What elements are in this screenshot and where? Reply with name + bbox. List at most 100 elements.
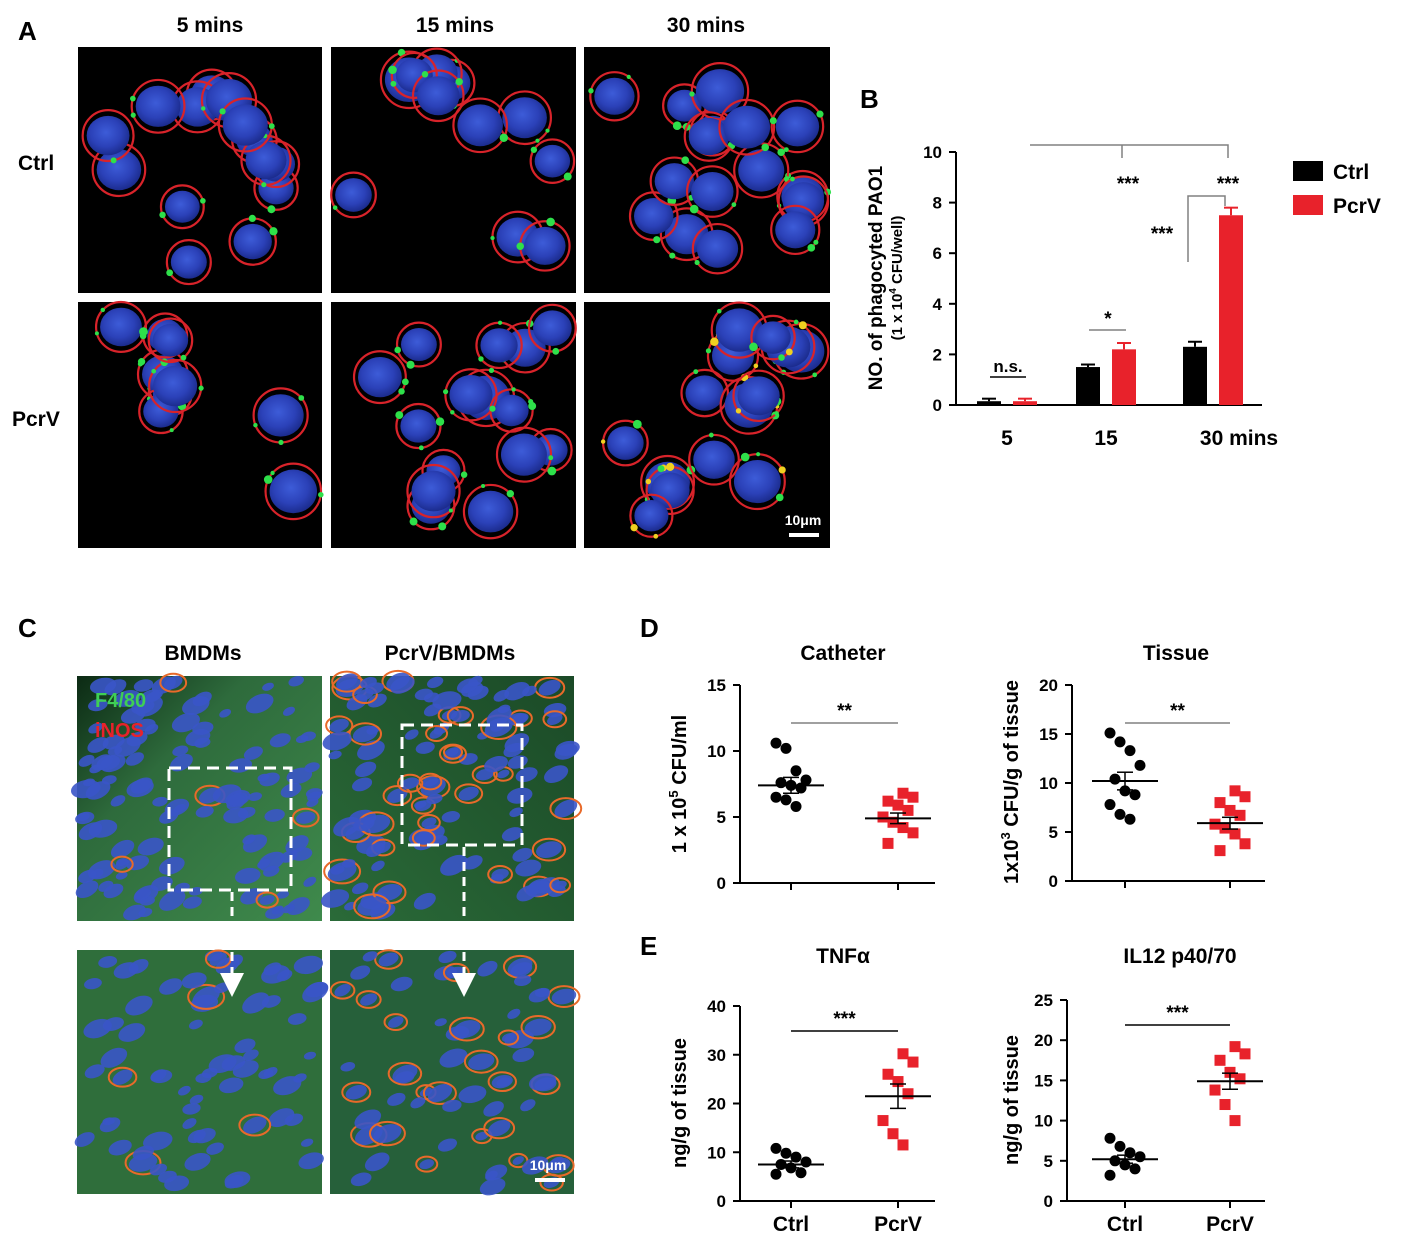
scatter-plot-tissue: Tissue 1x103 CFU/g of tissue 0 5 10 15 20 ** <box>998 642 1265 891</box>
y-tick-label: 40 <box>707 997 726 1016</box>
sig-label: *** <box>1117 174 1140 195</box>
inos-positive-cell <box>387 1061 423 1086</box>
point-pcrv <box>1239 791 1251 803</box>
legend-swatch-pcrv <box>1293 195 1323 215</box>
bacteria <box>388 65 397 75</box>
inos-positive-cell <box>487 865 514 884</box>
bacteria <box>546 217 555 227</box>
point-ctrl <box>790 765 802 777</box>
bacteria <box>443 389 449 395</box>
point-pcrv <box>1229 785 1241 797</box>
tissue-nucleus <box>512 1047 535 1063</box>
scalebar-a <box>789 533 819 537</box>
tissue-nucleus <box>159 890 186 911</box>
bacteria <box>769 117 777 125</box>
tissue-nucleus <box>172 745 189 757</box>
point-ctrl <box>1129 1163 1141 1175</box>
cell-membrane <box>462 483 519 540</box>
tissue-nucleus <box>416 833 432 843</box>
cell-membrane <box>688 433 740 486</box>
bacteria <box>151 368 157 374</box>
tissue-nucleus <box>322 731 352 751</box>
bacteria <box>418 445 424 451</box>
cell-nucleus <box>400 409 437 443</box>
point-pcrv <box>892 799 904 811</box>
y-tick-label: 0 <box>1044 1192 1053 1211</box>
tissue-nucleus <box>429 728 444 739</box>
point-pcrv <box>1229 1041 1241 1053</box>
tissue-nucleus <box>491 1074 513 1089</box>
bacteria <box>448 508 453 513</box>
inos-positive-cell <box>353 893 391 920</box>
cell-nucleus <box>738 149 785 192</box>
bacteria <box>798 321 807 330</box>
tissue-nucleus <box>295 735 309 744</box>
bacteria <box>756 452 761 457</box>
cell-nucleus <box>480 328 518 363</box>
bacteria <box>110 157 117 164</box>
tissue-nucleus <box>224 954 244 969</box>
cell-membrane <box>165 239 212 286</box>
bacteria <box>489 405 496 412</box>
tissue-nucleus <box>432 691 462 710</box>
cell-membrane <box>732 369 785 423</box>
tissue-nucleus <box>257 773 270 782</box>
tissue-nucleus <box>227 792 248 806</box>
bacteria <box>775 493 784 502</box>
sig-bracket <box>1187 195 1226 262</box>
tissue-nucleus <box>329 718 349 733</box>
cell-nucleus <box>86 115 130 156</box>
point-ctrl <box>780 742 792 754</box>
tissue-nucleus <box>536 841 562 858</box>
panel-a-letter: A <box>18 16 37 46</box>
panel-a-col-label-30: 30 mins <box>667 14 745 37</box>
inos-positive-cell <box>542 710 568 729</box>
tissue-nucleus <box>360 993 378 1006</box>
tissue-nucleus <box>194 737 211 748</box>
inos-positive-cell <box>355 990 382 1009</box>
cell-nucleus <box>245 141 287 180</box>
bacteria <box>552 347 560 355</box>
point-ctrl <box>1104 727 1116 739</box>
inos-positive-cell <box>410 796 436 815</box>
y-tick-label: 0 <box>933 396 942 415</box>
inos-positive-cell <box>418 772 443 791</box>
tissue-nucleus <box>184 1152 211 1171</box>
bacteria <box>716 308 722 314</box>
bacteria <box>632 419 642 429</box>
inos-positive-cell <box>520 1014 556 1040</box>
legend-label-pcrv: PcrV <box>1333 195 1381 218</box>
tissue-nucleus <box>88 698 108 712</box>
tissue-nucleus <box>371 860 385 872</box>
y-tick-label: 20 <box>707 1095 726 1114</box>
point-ctrl <box>1109 773 1121 785</box>
cell-membrane <box>495 426 553 483</box>
cell-membrane <box>629 493 674 538</box>
bar-ctrl-5 <box>977 401 1001 405</box>
bacteria <box>398 388 405 395</box>
x-tick-label: PcrV <box>1206 1213 1254 1236</box>
tissue-nucleus <box>182 695 210 715</box>
tissue-nucleus <box>83 1018 112 1039</box>
tissue-nucleus <box>114 736 141 757</box>
tissue-nucleus <box>224 1171 251 1188</box>
inos-positive-cell <box>107 1066 138 1088</box>
cell-nucleus <box>755 321 791 354</box>
cell-membrane <box>685 165 739 218</box>
point-ctrl <box>770 791 782 803</box>
tissue-nucleus <box>501 827 523 842</box>
bacteria <box>753 363 759 369</box>
inos-positive-cell <box>238 1113 272 1137</box>
tissue-nucleus <box>158 856 185 875</box>
tissue-nucleus <box>115 858 130 870</box>
tissue-nucleus <box>422 776 439 787</box>
cell-nucleus <box>494 394 529 427</box>
bacteria <box>169 428 174 433</box>
tissue-nucleus <box>300 1138 314 1147</box>
bacteria <box>278 439 284 446</box>
tissue-nucleus <box>188 1019 203 1030</box>
cell-membrane <box>750 314 796 361</box>
bacteria <box>545 128 550 133</box>
tissue-nucleus <box>543 703 567 718</box>
